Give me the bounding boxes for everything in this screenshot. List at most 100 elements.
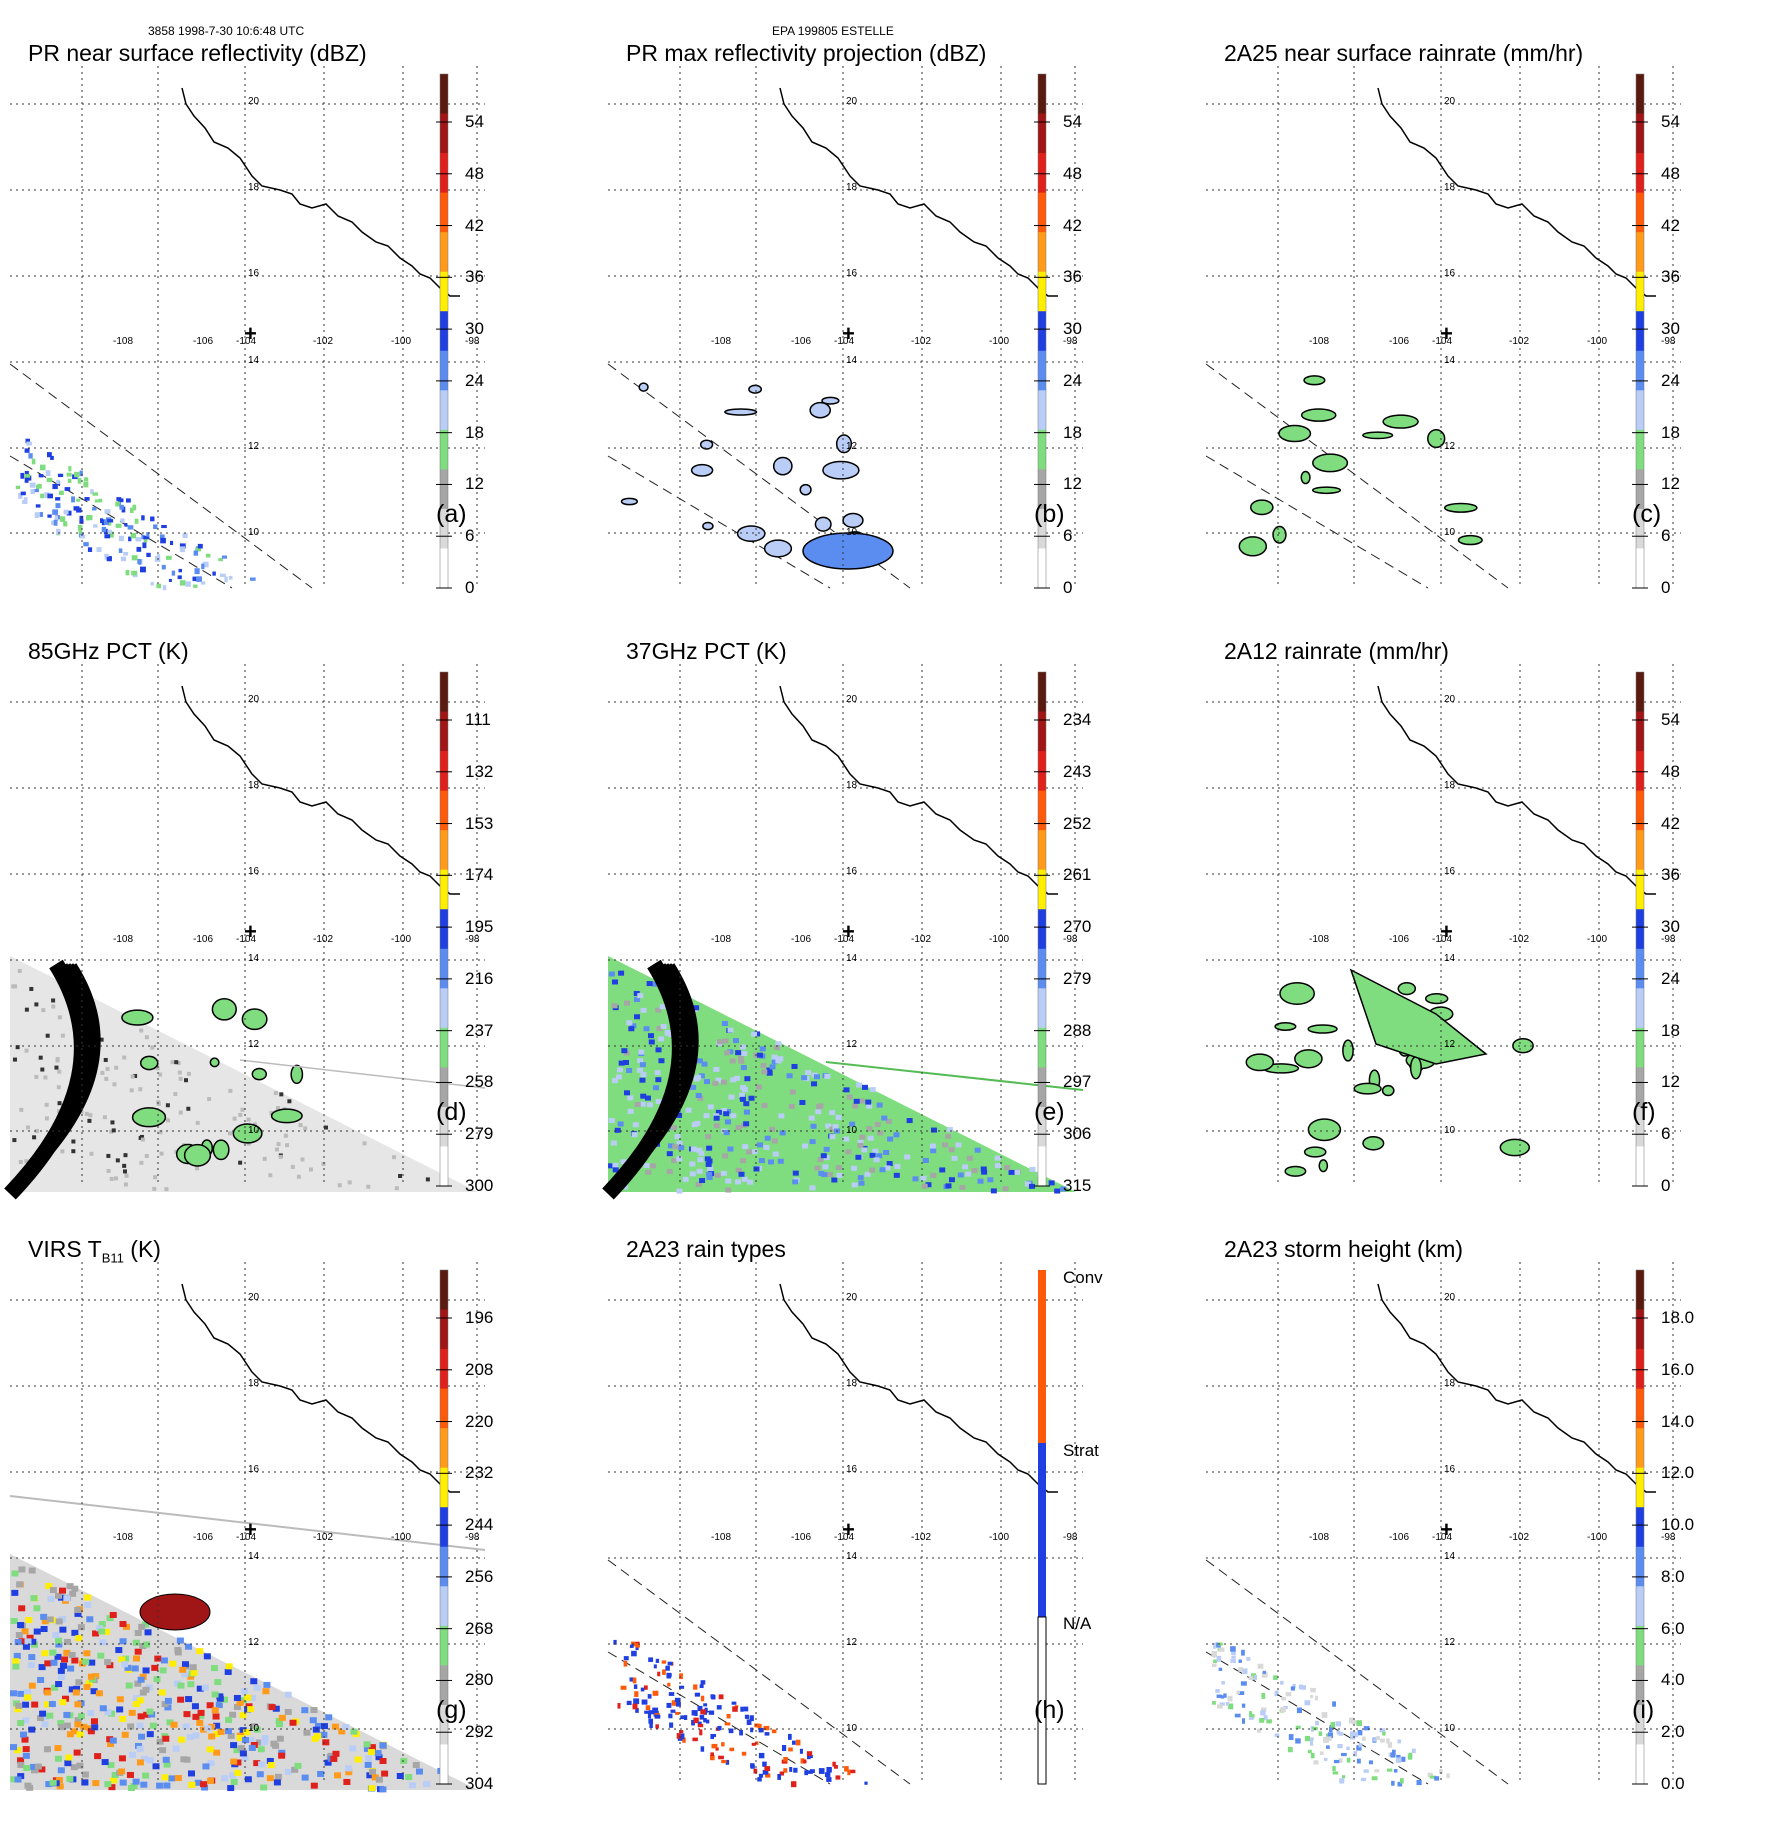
lat-tick-label: 18 (846, 1378, 858, 1389)
colorbar-tick-label: 292 (465, 1722, 494, 1742)
lat-tick-label: 10 (846, 1723, 858, 1734)
colorbar-tick-label: 12 (1063, 474, 1082, 494)
map-graticule: -108 -106 -104 -102 -100 -98 10 12 14 16 18 20 + (10, 1262, 485, 1782)
lon-tick-label: -104 (1432, 934, 1452, 945)
rain-cell-contours (121, 997, 304, 1167)
lat-tick-label: 20 (846, 1292, 858, 1303)
colorbar-tick-label: 24 (1661, 968, 1680, 988)
lon-tick-label: -106 (791, 934, 811, 945)
colorbar-tick-label: 244 (465, 1515, 494, 1535)
colorbar-tick-label: 48 (1063, 163, 1082, 183)
map-graticule: -108 -106 -104 -102 -100 -98 10 12 14 16 18 20 + (10, 66, 485, 586)
lon-tick-label: -100 (989, 934, 1009, 945)
lat-tick-label: 16 (846, 1464, 858, 1475)
storm-center-marker: + (842, 919, 855, 944)
panel-letter-label: (d) (436, 1098, 467, 1126)
lat-tick-label: 16 (1444, 1464, 1456, 1475)
lat-tick-label: 10 (1444, 527, 1456, 538)
precip-pixels (613, 1639, 868, 1788)
panel-title: 85GHz PCT (K) (28, 638, 189, 664)
lat-tick-label: 18 (248, 1378, 260, 1389)
lon-tick-label: -104 (1432, 1532, 1452, 1543)
lon-tick-label: -102 (1509, 934, 1529, 945)
lon-tick-label: -100 (989, 1532, 1009, 1543)
colorbar-tick-label: 48 (465, 163, 484, 183)
storm-center-marker: + (244, 1517, 257, 1542)
map-graticule: -108 -106 -104 -102 -100 -98 10 12 14 16 18 20 + (608, 664, 1083, 1184)
lat-tick-label: 12 (248, 1039, 260, 1050)
lon-tick-label: -98 (465, 1532, 480, 1543)
map-graticule: -108 -106 -104 -102 -100 -98 10 12 14 16 18 20 + (1206, 1262, 1681, 1782)
colorbar-tick-label: 18 (1661, 422, 1680, 442)
colorbar-tick-label: 153 (465, 813, 494, 833)
storm-center-marker: + (244, 919, 257, 944)
lon-tick-label: -100 (391, 934, 411, 945)
colorbar-tick-label: 252 (1063, 813, 1092, 833)
colorbar-tick-label: 10.0 (1661, 1515, 1695, 1535)
storm-center-marker: + (1440, 321, 1453, 346)
colorbar-tick-label: 12 (1661, 474, 1680, 494)
colorbar-tick-label: 48 (1661, 163, 1680, 183)
pr-swath-edges (1205, 1559, 1509, 1785)
colorbar-tick-label: 0 (1063, 578, 1073, 597)
coastline (1377, 1283, 1656, 1493)
pr-swath-edges (1205, 363, 1509, 589)
panel-letter-label: (f) (1632, 1098, 1656, 1126)
colorbar-tick-label: 297 (1063, 1072, 1092, 1092)
colorbar-tick-label: 42 (1661, 215, 1680, 235)
coastline (181, 87, 460, 297)
lon-tick-label: -104 (236, 934, 256, 945)
colorbar-tick-label: 0 (1661, 578, 1671, 597)
lat-tick-label: 18 (248, 780, 260, 791)
colorbar-tick-label: 258 (465, 1072, 494, 1092)
lon-tick-label: -100 (1587, 934, 1607, 945)
colorbar-tick-label: 304 (465, 1774, 494, 1793)
panel-h: -108 -106 -104 -102 -100 -98 10 12 14 16 18 20 + Conv… (598, 1232, 1188, 1822)
map-graticule: -108 -106 -104 -102 -100 -98 10 12 14 16 18 20 + (10, 664, 485, 1184)
lon-tick-label: -104 (834, 336, 854, 347)
panel-title: 2A23 rain types (626, 1236, 786, 1262)
lon-tick-label: -104 (1432, 336, 1452, 347)
lon-tick-label: -102 (1509, 336, 1529, 347)
colorbar-tick-label: 256 (465, 1566, 494, 1586)
lat-tick-label: 10 (248, 527, 260, 538)
lat-tick-label: 20 (1444, 1292, 1456, 1303)
lon-tick-label: -102 (911, 934, 931, 945)
colorbar-tick-label: 36 (1661, 267, 1680, 287)
brightness-texture (608, 970, 1067, 1194)
lon-tick-label: -100 (989, 336, 1009, 347)
colorbar-tick-label: 195 (465, 917, 494, 937)
colorbar-tick-label: 18 (465, 422, 484, 442)
lat-tick-label: 16 (1444, 268, 1456, 279)
colorbar-tick-label: 234 (1063, 710, 1092, 729)
lat-tick-label: 16 (248, 1464, 260, 1475)
lon-tick-label: -100 (1587, 1532, 1607, 1543)
lon-tick-label: -106 (193, 336, 213, 347)
panel-letter-label: (c) (1632, 500, 1662, 528)
colorbar-tick-label: 111 (465, 710, 491, 729)
lon-tick-label: -98 (1063, 934, 1078, 945)
lon-tick-label: -98 (1661, 934, 1676, 945)
tmi-swath (10, 1554, 478, 1790)
lat-tick-label: 20 (1444, 694, 1456, 705)
panel-title: 37GHz PCT (K) (626, 638, 787, 664)
lon-tick-label: -98 (1063, 336, 1078, 347)
lat-tick-label: 12 (248, 1637, 260, 1648)
colorbar (1034, 73, 1050, 589)
lon-tick-label: -98 (465, 336, 480, 347)
colorbar (1632, 1269, 1648, 1785)
panel-title-text: VIRS T (28, 1236, 102, 1262)
panel-title: VIRS TB11 (K) (28, 1236, 161, 1266)
lon-tick-label: -100 (1587, 336, 1607, 347)
colorbar-tick-label: 279 (1063, 968, 1092, 988)
lat-tick-label: 18 (1444, 1378, 1456, 1389)
colorbar-tick-label: 288 (1063, 1020, 1092, 1040)
storm-center-marker: + (842, 321, 855, 346)
lon-tick-label: -108 (1309, 336, 1329, 347)
swath-scan-arcs (4, 959, 101, 1200)
lat-tick-label: 14 (1444, 1551, 1456, 1562)
pr-swath-edges (9, 363, 313, 589)
colorbar-tick-label: 14.0 (1661, 1411, 1695, 1431)
storm-id-label: EPA 199805 ESTELLE (772, 24, 894, 38)
lat-tick-label: 20 (248, 96, 260, 107)
